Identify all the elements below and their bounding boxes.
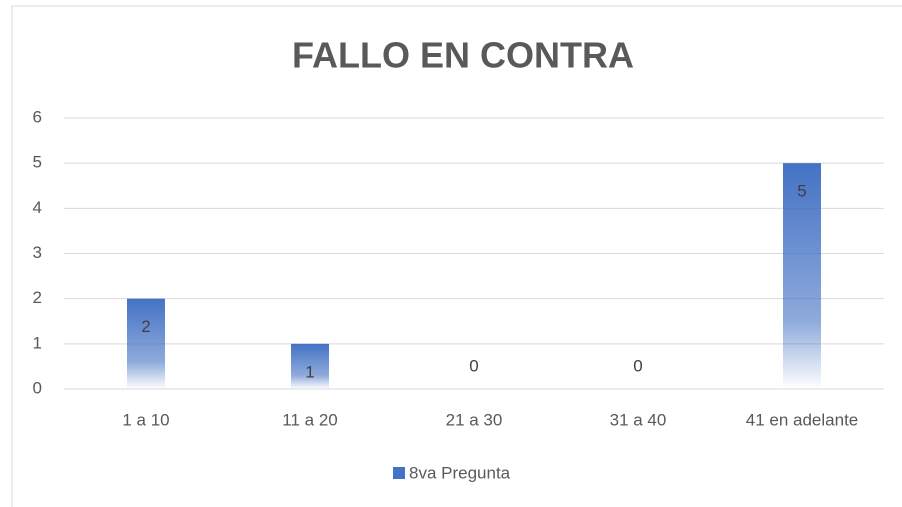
data-label: 0 [633, 356, 642, 375]
y-tick-label: 4 [33, 198, 42, 217]
data-label: 2 [141, 317, 150, 336]
legend-label: 8va Pregunta [409, 463, 511, 482]
bar [127, 298, 165, 389]
x-tick-label: 21 a 30 [446, 410, 503, 429]
legend-swatch [393, 467, 405, 479]
y-tick-label: 3 [33, 243, 42, 262]
x-tick-label: 41 en adelante [746, 410, 859, 429]
bar [783, 163, 821, 389]
y-tick-label: 0 [33, 378, 42, 397]
y-tick-label: 6 [33, 107, 42, 126]
chart-title: FALLO EN CONTRA [292, 35, 634, 76]
bar [291, 343, 329, 389]
data-label: 1 [305, 362, 314, 381]
x-tick-label: 1 a 10 [122, 410, 169, 429]
y-tick-label: 2 [33, 288, 42, 307]
chart-frame [11, 5, 902, 507]
y-tick-label: 5 [33, 153, 42, 172]
y-tick-label: 1 [33, 333, 42, 352]
x-tick-label: 31 a 40 [610, 410, 667, 429]
data-label: 5 [797, 182, 806, 201]
data-label: 0 [469, 356, 478, 375]
x-tick-label: 11 a 20 [282, 410, 337, 429]
